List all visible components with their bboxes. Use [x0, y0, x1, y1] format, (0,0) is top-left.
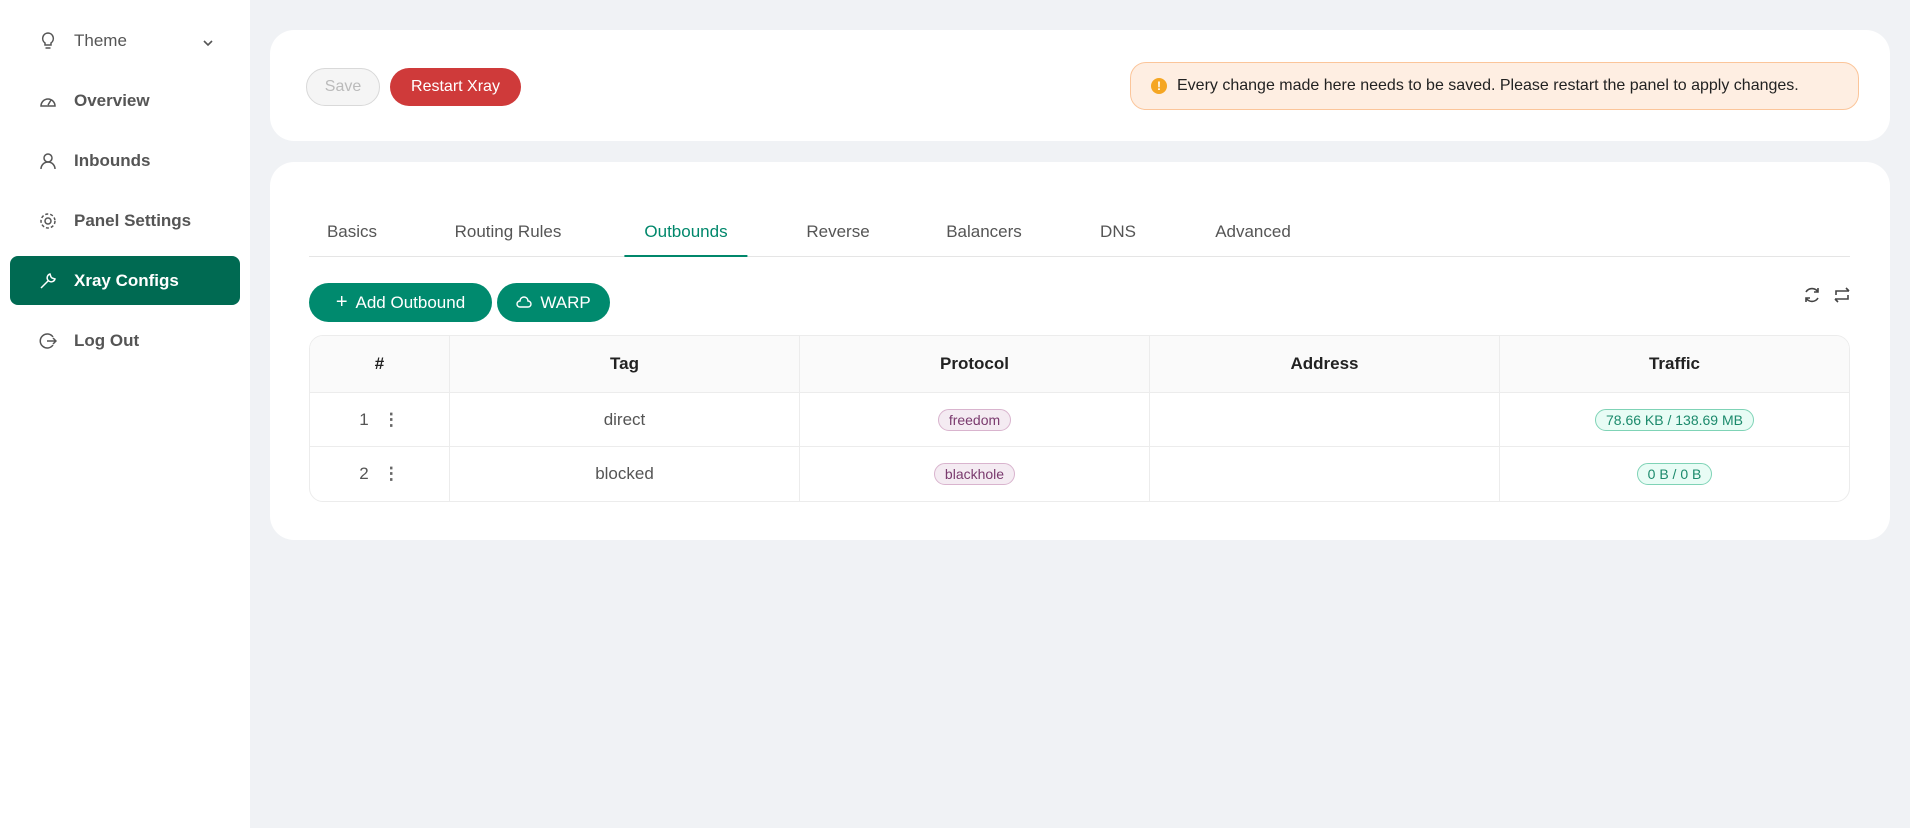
tag-cell: direct — [450, 393, 800, 447]
tab-routing-rules[interactable]: Routing Rules — [454, 222, 562, 241]
protocol-badge: freedom — [937, 408, 1012, 431]
toolbar-card: Save Restart Xray ! Every change made he… — [270, 30, 1890, 141]
address-cell — [1150, 447, 1500, 501]
tab-outbounds[interactable]: Outbounds — [624, 208, 748, 257]
warp-button[interactable]: WARP — [497, 283, 610, 322]
restart-xray-button[interactable]: Restart Xray — [390, 68, 521, 106]
tab-basics[interactable]: Basics — [326, 222, 378, 241]
alert-text: Every change made here needs to be saved… — [1177, 77, 1799, 94]
sidebar-item-label: Xray Configs — [74, 270, 179, 290]
tab-balancers[interactable]: Balancers — [946, 222, 1022, 241]
address-cell — [1150, 393, 1500, 447]
tab-bar: Basics Routing Rules Outbounds Reverse B… — [309, 208, 1850, 257]
protocol-badge: blackhole — [933, 463, 1016, 485]
logout-icon — [38, 331, 58, 351]
table-row: 2 ⋮ blocked blackhole 0 B / 0 B — [310, 447, 1849, 501]
sidebar-item-label: Theme — [74, 30, 127, 50]
more-vertical-icon[interactable]: ⋮ — [382, 409, 400, 429]
sidebar-item-theme[interactable]: Theme — [10, 16, 240, 65]
traffic-badge: 0 B / 0 B — [1636, 463, 1713, 485]
add-outbound-label: Add Outbound — [355, 292, 466, 312]
cloud-icon — [516, 293, 532, 313]
chevron-down-icon[interactable] — [202, 32, 214, 52]
sidebar-item-label: Log Out — [74, 330, 140, 350]
outbounds-card: Basics Routing Rules Outbounds Reverse B… — [270, 162, 1890, 540]
tab-advanced[interactable]: Advanced — [1215, 222, 1291, 241]
plus-icon: + — [335, 291, 348, 313]
sidebar-item-inbounds[interactable]: Inbounds — [10, 136, 240, 185]
save-button[interactable]: Save — [306, 68, 380, 106]
sidebar-item-label: Inbounds — [74, 150, 151, 170]
traffic-badge: 78.66 KB / 138.69 MB — [1595, 408, 1754, 431]
swap-icon[interactable] — [1832, 285, 1854, 307]
header-protocol: Protocol — [800, 336, 1150, 393]
outbounds-table: # Tag Protocol Address Traffic 1 ⋮ direct… — [309, 335, 1850, 502]
header-traffic: Traffic — [1500, 336, 1849, 393]
sidebar-item-xray-configs[interactable]: Xray Configs — [10, 256, 240, 305]
wrench-icon — [38, 271, 58, 291]
sidebar-item-label: Overview — [74, 90, 150, 110]
row-number: 2 — [359, 464, 369, 483]
gear-icon — [38, 211, 58, 231]
bulb-icon — [38, 31, 58, 51]
tab-dns[interactable]: DNS — [1100, 222, 1136, 241]
table-row: 1 ⋮ direct freedom 78.66 KB / 138.69 MB — [310, 393, 1849, 447]
sidebar-item-label: Panel Settings — [74, 210, 192, 230]
dashboard-icon — [38, 91, 58, 111]
sidebar-item-panel-settings[interactable]: Panel Settings — [10, 196, 240, 245]
user-icon — [38, 151, 58, 171]
warp-label: WARP — [540, 292, 591, 312]
sidebar: Theme Overview Inbounds Panel Settings X… — [0, 0, 250, 828]
sidebar-item-log-out[interactable]: Log Out — [10, 316, 240, 365]
add-outbound-button[interactable]: + Add Outbound — [309, 283, 492, 322]
tag-cell: blocked — [450, 447, 800, 501]
tab-reverse[interactable]: Reverse — [806, 222, 870, 241]
header-tag: Tag — [450, 336, 800, 393]
row-number: 1 — [359, 409, 369, 429]
more-vertical-icon[interactable]: ⋮ — [382, 464, 400, 483]
sidebar-item-overview[interactable]: Overview — [10, 76, 240, 125]
header-address: Address — [1150, 336, 1500, 393]
refresh-icon[interactable] — [1802, 285, 1824, 307]
header-num: # — [310, 336, 450, 393]
warning-alert: ! Every change made here needs to be sav… — [1130, 62, 1859, 110]
exclamation-icon: ! — [1151, 78, 1167, 94]
